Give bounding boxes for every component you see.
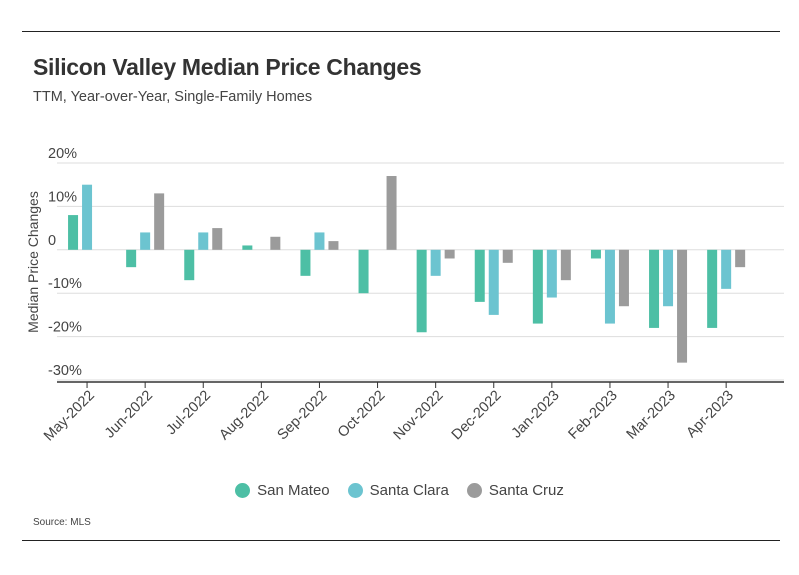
bar-santa-clara bbox=[198, 232, 209, 250]
bar-santa-cruz bbox=[677, 249, 688, 363]
legend-label-santa-cruz: Santa Cruz bbox=[488, 482, 564, 499]
bar-santa-cruz bbox=[444, 249, 455, 259]
bar-santa-clara bbox=[82, 184, 93, 250]
bar-san-mateo bbox=[649, 249, 660, 328]
legend-label-santa-clara: Santa Clara bbox=[369, 482, 449, 499]
bar-san-mateo bbox=[126, 249, 137, 268]
chart-subtitle: TTM, Year-over-Year, Single-Family Homes bbox=[33, 89, 313, 105]
top-rule bbox=[22, 31, 780, 32]
chart-title: Silicon Valley Median Price Changes bbox=[33, 54, 422, 80]
bar-santa-clara bbox=[430, 249, 441, 276]
bars bbox=[68, 176, 746, 363]
legend-swatch-san-mateo bbox=[235, 483, 251, 498]
bar-santa-cruz bbox=[212, 228, 223, 250]
bar-santa-clara bbox=[488, 249, 499, 315]
legend-item-santa-clara: Santa Clara bbox=[347, 482, 449, 499]
bar-santa-cruz bbox=[270, 236, 281, 250]
x-tick-label: Oct-2022 bbox=[335, 388, 388, 441]
x-tick-label: Aug-2022 bbox=[216, 388, 272, 444]
bar-santa-cruz bbox=[735, 249, 746, 268]
y-tick-label: -30% bbox=[48, 363, 82, 379]
bar-santa-clara bbox=[546, 249, 557, 298]
legend-label-san-mateo: San Mateo bbox=[257, 482, 330, 499]
y-axis-label: Median Price Changes bbox=[25, 191, 41, 333]
bar-san-mateo bbox=[532, 249, 543, 324]
bar-santa-clara bbox=[604, 249, 615, 324]
bar-santa-clara bbox=[314, 232, 325, 250]
bar-san-mateo bbox=[707, 249, 718, 328]
y-tick-label: 10% bbox=[48, 189, 77, 205]
x-tick-label: Feb-2023 bbox=[566, 388, 621, 443]
bar-santa-cruz bbox=[328, 241, 339, 250]
bar-santa-clara bbox=[663, 249, 674, 307]
x-tick-label: Mar-2023 bbox=[624, 388, 679, 443]
bar-san-mateo bbox=[242, 245, 253, 250]
y-tick-label: 0 bbox=[48, 233, 56, 249]
x-tick-label: Jul-2022 bbox=[163, 388, 214, 439]
x-tick-label: Apr-2023 bbox=[683, 388, 736, 441]
x-tick-label: Nov-2022 bbox=[391, 388, 447, 444]
x-tick-label: Jun-2022 bbox=[102, 388, 156, 442]
y-tick-label: -20% bbox=[48, 320, 82, 336]
legend-swatch-santa-clara bbox=[347, 483, 363, 498]
bar-san-mateo bbox=[358, 249, 369, 294]
bar-santa-clara bbox=[140, 232, 151, 250]
bar-santa-cruz bbox=[386, 176, 397, 250]
legend-item-san-mateo: San Mateo bbox=[235, 482, 330, 499]
bar-santa-cruz bbox=[154, 193, 165, 250]
y-tick-label: -10% bbox=[48, 276, 82, 292]
bar-san-mateo bbox=[300, 249, 311, 276]
source-note: Source: MLS bbox=[33, 517, 91, 528]
bar-santa-cruz bbox=[502, 249, 513, 263]
legend-swatch-santa-cruz bbox=[466, 483, 482, 498]
legend: San Mateo Santa Clara Santa Cruz bbox=[0, 482, 799, 499]
bar-santa-clara bbox=[721, 249, 732, 289]
x-tick-label: Jan-2023 bbox=[509, 388, 563, 442]
bar-santa-cruz bbox=[560, 249, 571, 281]
bar-san-mateo bbox=[474, 249, 485, 302]
bar-santa-cruz bbox=[618, 249, 629, 307]
x-tick-label: Dec-2022 bbox=[449, 388, 505, 444]
x-tick-label: May-2022 bbox=[41, 388, 98, 445]
y-tick-label: 20% bbox=[48, 146, 77, 162]
bar-san-mateo bbox=[416, 249, 427, 333]
bottom-rule bbox=[22, 540, 780, 541]
bar-san-mateo bbox=[184, 249, 195, 281]
bar-san-mateo bbox=[68, 215, 79, 250]
legend-item-santa-cruz: Santa Cruz bbox=[466, 482, 564, 499]
x-tick-label: Sep-2022 bbox=[274, 388, 330, 444]
bar-san-mateo bbox=[590, 249, 601, 259]
